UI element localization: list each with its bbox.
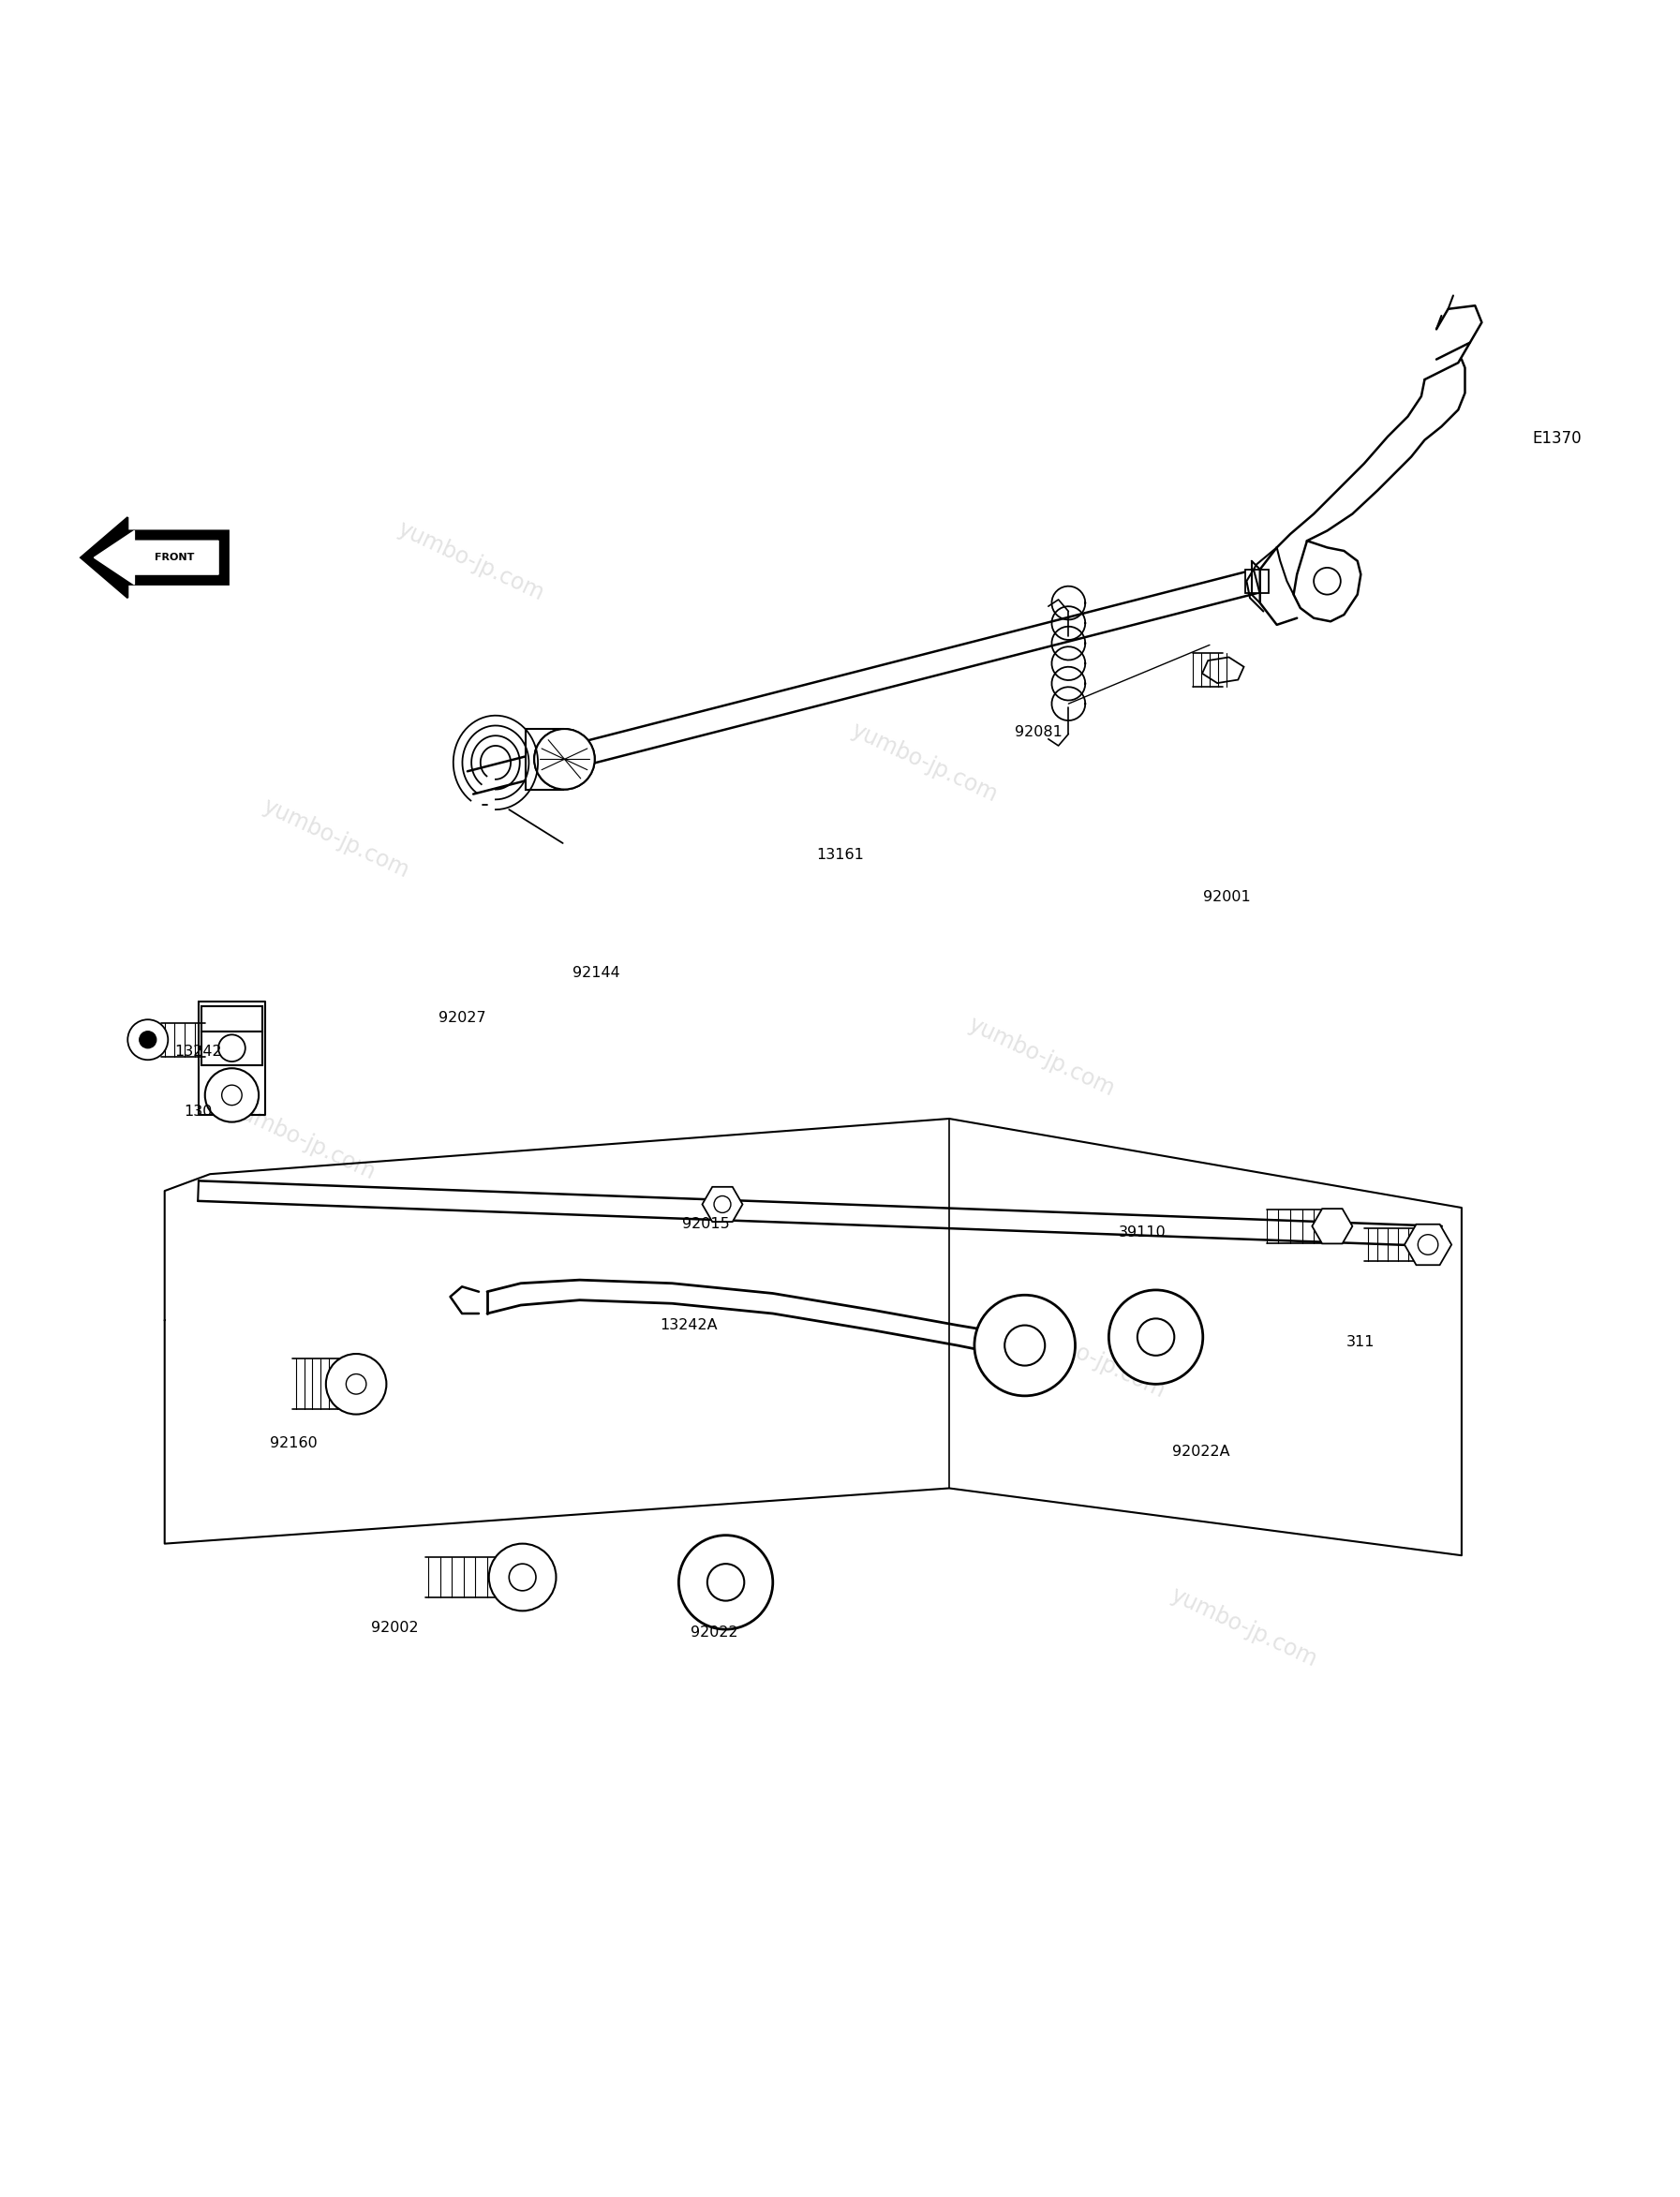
Circle shape xyxy=(218,1035,245,1061)
Circle shape xyxy=(1418,1235,1438,1254)
Text: 39110: 39110 xyxy=(1119,1226,1166,1239)
Polygon shape xyxy=(1404,1224,1452,1265)
Text: yumbo-jp.com: yumbo-jp.com xyxy=(847,718,1001,806)
Circle shape xyxy=(489,1544,556,1610)
Circle shape xyxy=(679,1536,773,1630)
Circle shape xyxy=(534,729,595,789)
Bar xyxy=(1245,569,1268,593)
Circle shape xyxy=(509,1564,536,1591)
Text: 92001: 92001 xyxy=(1203,890,1250,903)
Polygon shape xyxy=(702,1186,743,1222)
Circle shape xyxy=(714,1195,731,1213)
Text: 92160: 92160 xyxy=(270,1437,318,1450)
Circle shape xyxy=(1314,567,1341,595)
Circle shape xyxy=(534,729,595,789)
Polygon shape xyxy=(94,532,218,584)
Polygon shape xyxy=(1312,1208,1352,1244)
Text: 13242A: 13242A xyxy=(660,1318,717,1331)
Text: 92144: 92144 xyxy=(573,964,620,980)
Text: 13242: 13242 xyxy=(175,1044,222,1059)
Circle shape xyxy=(1137,1318,1174,1356)
Circle shape xyxy=(1005,1325,1045,1367)
Text: 311: 311 xyxy=(1346,1336,1376,1349)
Text: FRONT: FRONT xyxy=(155,554,195,562)
Text: 92002: 92002 xyxy=(371,1621,418,1635)
Circle shape xyxy=(974,1294,1075,1395)
Circle shape xyxy=(707,1564,744,1602)
Circle shape xyxy=(128,1019,168,1059)
Polygon shape xyxy=(202,1006,262,1030)
Polygon shape xyxy=(81,516,228,598)
Text: yumbo-jp.com: yumbo-jp.com xyxy=(259,795,413,881)
Text: 92015: 92015 xyxy=(682,1217,729,1233)
Text: 92022: 92022 xyxy=(690,1626,738,1639)
Circle shape xyxy=(205,1068,259,1123)
Text: yumbo-jp.com: yumbo-jp.com xyxy=(393,516,548,604)
Text: E1370: E1370 xyxy=(1532,431,1581,446)
Text: yumbo-jp.com: yumbo-jp.com xyxy=(1015,1316,1169,1402)
Text: 92022A: 92022A xyxy=(1173,1443,1230,1459)
Circle shape xyxy=(222,1085,242,1105)
Text: 92027: 92027 xyxy=(438,1011,486,1024)
Text: 130: 130 xyxy=(185,1105,212,1118)
Text: yumbo-jp.com: yumbo-jp.com xyxy=(225,1096,380,1184)
Polygon shape xyxy=(202,1030,262,1066)
Text: 92081: 92081 xyxy=(1015,725,1062,740)
Circle shape xyxy=(139,1030,156,1048)
Polygon shape xyxy=(1203,657,1243,683)
Text: yumbo-jp.com: yumbo-jp.com xyxy=(1166,1584,1320,1672)
Bar xyxy=(526,729,563,789)
Text: yumbo-jp.com: yumbo-jp.com xyxy=(964,1013,1119,1101)
Circle shape xyxy=(1109,1290,1203,1384)
Circle shape xyxy=(346,1373,366,1395)
Text: 13161: 13161 xyxy=(816,848,864,861)
Circle shape xyxy=(326,1353,386,1415)
